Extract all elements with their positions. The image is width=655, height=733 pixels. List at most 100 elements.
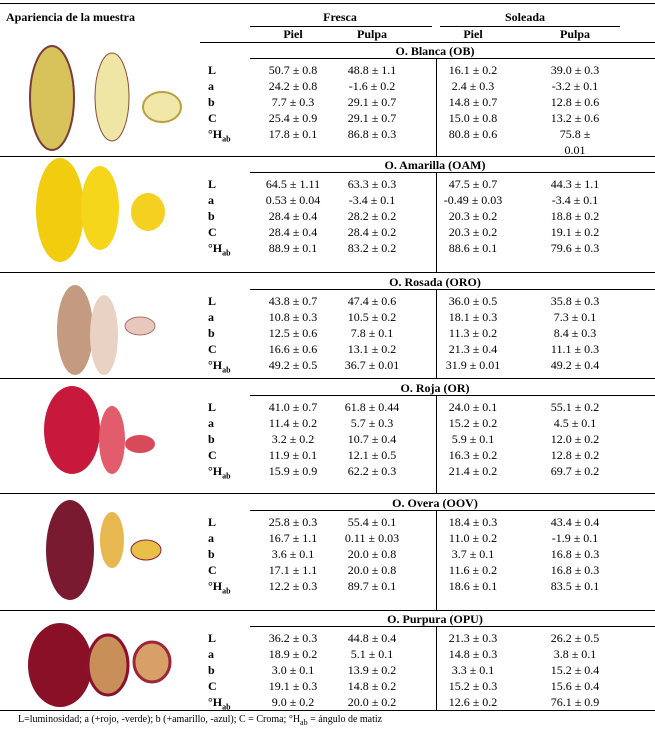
cell: -3.4 ± 0.1 [348,193,396,207]
header-subcol: Piel [283,27,303,41]
cell: 14.8 ± 0.7 [448,95,498,109]
cell: 18.1 ± 0.3 [448,310,498,324]
cell: 44.8 ± 0.4 [347,631,397,645]
cell: 36.2 ± 0.3 [268,631,318,645]
cell: 5.9 ± 0.1 [451,432,495,446]
row-label: b [208,95,215,109]
cell: 9.0 ± 0.2 [271,695,315,709]
cell: 3.0 ± 0.1 [271,663,315,677]
cell: 16.7 ± 1.1 [268,531,318,545]
cell: 47.5 ± 0.7 [448,177,498,191]
photo-oro [57,285,156,375]
cell: 13.9 ± 0.2 [347,663,397,677]
cell: 3.2 ± 0.2 [271,432,315,446]
cell: 79.6 ± 0.3 [550,241,600,255]
rule [0,156,655,157]
row-label: C [208,342,217,356]
row-label: C [208,448,217,462]
cell: 7.3 ± 0.1 [553,310,597,324]
row-label: L [208,631,217,645]
cell: 11.9 ± 0.1 [268,448,318,462]
cell: 12.1 ± 0.5 [347,448,397,462]
cell: 25.8 ± 0.3 [268,515,318,529]
cell: 12.6 ± 0.2 [448,695,498,709]
cell: 7.7 ± 0.3 [271,95,315,109]
cell: 17.8 ± 0.1 [268,127,318,141]
cell: 20.3 ± 0.2 [448,225,498,239]
header-subcol: Pulpa [559,27,591,41]
cell: 21.3 ± 0.3 [448,631,498,645]
cell: 11.1 ± 0.3 [550,342,600,356]
row-label: a [208,531,214,545]
photo-opu [28,623,172,707]
cell: 55.4 ± 0.1 [347,515,397,529]
cell: 48.8 ± 1.1 [347,63,397,77]
cell: 76.1 ± 0.9 [550,695,600,709]
cell: 0.01 [564,143,586,157]
rule [436,511,437,610]
cell: 3.3 ± 0.1 [451,663,495,677]
cell: 63.3 ± 0.3 [347,177,397,191]
cell: 86.8 ± 0.3 [347,127,397,141]
photo-ob [29,45,182,151]
cell: 16.3 ± 0.2 [448,448,498,462]
cell: 62.2 ± 0.3 [347,464,397,478]
cell: 13.1 ± 0.2 [347,342,397,356]
cell: 21.3 ± 0.4 [448,342,498,356]
footnote-sub: ab [300,718,308,727]
cell: 5.1 ± 0.1 [350,647,394,661]
cell: 12.8 ± 0.6 [550,95,600,109]
sample-name: O. Overa (OOV) [392,496,478,510]
cell: 14.8 ± 0.3 [448,647,498,661]
row-label: b [208,663,215,677]
cell: 12.0 ± 0.2 [550,432,600,446]
cell: 20.0 ± 0.8 [347,563,397,577]
cell: 3.8 ± 0.1 [553,647,597,661]
cell: 26.2 ± 0.5 [550,631,600,645]
cell: 20.0 ± 0.8 [347,547,397,561]
sample-name: O. Amarilla (OAM) [384,158,486,172]
cell: 19.1 ± 0.2 [550,225,600,239]
cell: 28.2 ± 0.2 [347,209,397,223]
header-cell: Apariencia de la muestra [6,10,135,24]
cell: -3.2 ± 0.1 [551,79,599,93]
cell: 5.7 ± 0.3 [350,416,394,430]
cell: 2.4 ± 0.3 [451,79,495,93]
cell: 11.3 ± 0.2 [448,326,498,340]
row-label-sub: ab [222,248,231,258]
rule [250,26,432,27]
cell: 11.6 ± 0.2 [448,563,498,577]
cell: 21.4 ± 0.2 [448,464,498,478]
row-label: a [208,647,214,661]
cell: 39.0 ± 0.3 [550,63,600,77]
header-group: Soleada [504,10,546,24]
cell: 16.8 ± 0.3 [550,563,600,577]
cell: 20.3 ± 0.2 [448,209,498,223]
cell: 10.5 ± 0.2 [347,310,397,324]
row-label: b [208,432,215,446]
cell: 61.8 ± 0.44 [344,400,400,414]
cell: -0.49 ± 0.03 [443,193,503,207]
cell: 0.53 ± 0.04 [265,193,321,207]
rule [436,396,437,493]
row-label: b [208,547,215,561]
cell: 75.8 ± [559,127,591,141]
row-label: L [208,400,217,414]
rule [250,510,655,511]
photo-oam [36,158,165,262]
rule [200,42,655,43]
cell: 14.8 ± 0.2 [347,679,397,693]
cell: 83.5 ± 0.1 [550,579,600,593]
cell: 29.1 ± 0.7 [347,95,397,109]
cell: 88.6 ± 0.1 [448,241,498,255]
sample-name: O. Purpura (OPU) [387,612,483,626]
sample-name: O. Rosada (ORO) [389,275,481,289]
cell: 80.8 ± 0.6 [448,127,498,141]
rule [0,493,655,494]
sample-name: O. Blanca (OB) [395,44,475,58]
cell: 88.9 ± 0.1 [268,241,318,255]
row-label: °Hab [208,579,231,596]
cell: 44.3 ± 1.1 [550,177,600,191]
row-label: a [208,79,214,93]
